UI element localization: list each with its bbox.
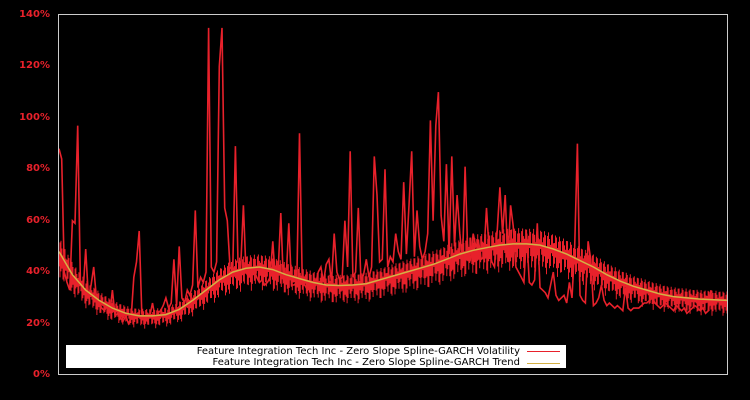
- y-tick-label: 0%: [33, 369, 50, 380]
- plot-frame: [58, 14, 728, 375]
- legend-label-volatility: Feature Integration Tech Inc - Zero Slop…: [196, 346, 520, 357]
- legend-item-trend: Feature Integration Tech Inc - Zero Slop…: [213, 357, 521, 368]
- y-tick-label: 80%: [26, 163, 50, 175]
- y-tick-label: 120%: [19, 60, 50, 72]
- volatility-line: [58, 27, 712, 326]
- y-tick-label: 20%: [26, 317, 50, 329]
- y-tick-label: 40%: [26, 266, 50, 278]
- y-tick-label: 140%: [19, 9, 50, 20]
- plot-area: [58, 27, 728, 329]
- legend-item-volatility: Feature Integration Tech Inc - Zero Slop…: [197, 346, 520, 357]
- legend-swatch-volatility: [527, 351, 560, 352]
- y-tick-label: 60%: [26, 214, 50, 226]
- trend-line: [58, 243, 728, 317]
- legend-label-trend: Feature Integration Tech Inc - Zero Slop…: [212, 357, 521, 368]
- y-tick-label: 100%: [19, 111, 50, 123]
- legend: Feature Integration Tech Inc - Zero Slop…: [66, 345, 566, 368]
- legend-swatch-trend: [527, 363, 560, 364]
